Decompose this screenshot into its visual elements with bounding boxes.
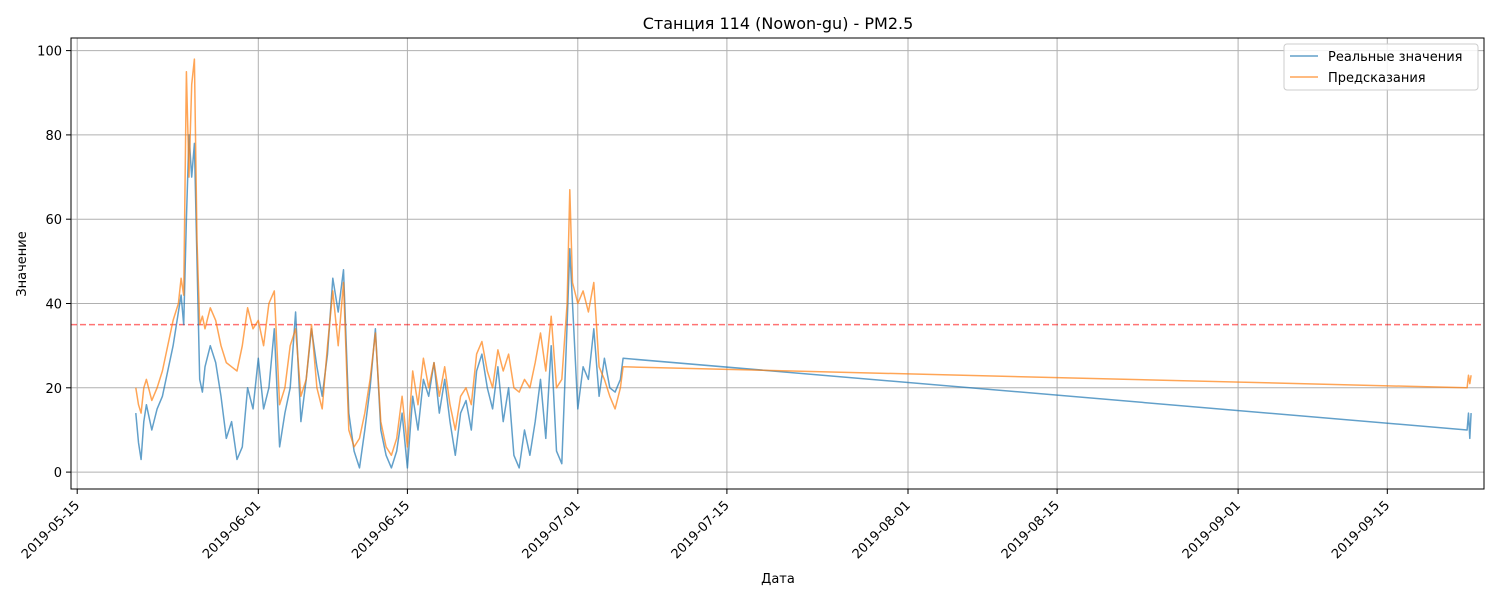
x-tick-label: 2019-07-01	[520, 498, 584, 562]
y-axis: 0 20 40 60 80 100	[37, 45, 71, 481]
series-layer	[135, 58, 1472, 469]
legend: Реальные значения Предсказания	[1283, 43, 1479, 91]
x-tick-label: 2019-09-01	[1180, 498, 1244, 562]
legend-box	[1283, 43, 1479, 91]
chart-title: Станция 114 (Nowon-gu) - PM2.5	[643, 14, 914, 33]
x-axis: 2019-05-15 2019-06-01 2019-06-15 2019-07-01…	[19, 489, 1393, 562]
x-axis-title: Дата	[761, 572, 795, 587]
y-tick-label: 0	[54, 466, 62, 481]
y-tick-label: 60	[45, 213, 62, 228]
x-tick-label: 2019-06-15	[349, 498, 413, 562]
x-tick-label: 2019-08-15	[999, 498, 1063, 562]
x-tick-label: 2019-08-01	[850, 498, 914, 562]
x-tick-label: 2019-06-01	[200, 498, 264, 562]
y-tick-label: 20	[45, 382, 62, 397]
y-tick-label: 100	[37, 45, 62, 60]
series-line-0	[135, 134, 1472, 469]
y-tick-label: 40	[45, 298, 62, 313]
x-tick-label: 2019-09-15	[1329, 498, 1393, 562]
legend-label-actual: Реальные значения	[1328, 50, 1463, 65]
grid	[71, 38, 1484, 489]
plot-frame	[70, 37, 1485, 490]
y-tick-label: 80	[45, 129, 62, 144]
legend-label-predicted: Предсказания	[1328, 71, 1426, 86]
x-tick-label: 2019-05-15	[19, 498, 83, 562]
series-line-1	[135, 58, 1472, 457]
y-axis-title: Значение	[15, 231, 30, 296]
x-tick-label: 2019-07-15	[669, 498, 733, 562]
